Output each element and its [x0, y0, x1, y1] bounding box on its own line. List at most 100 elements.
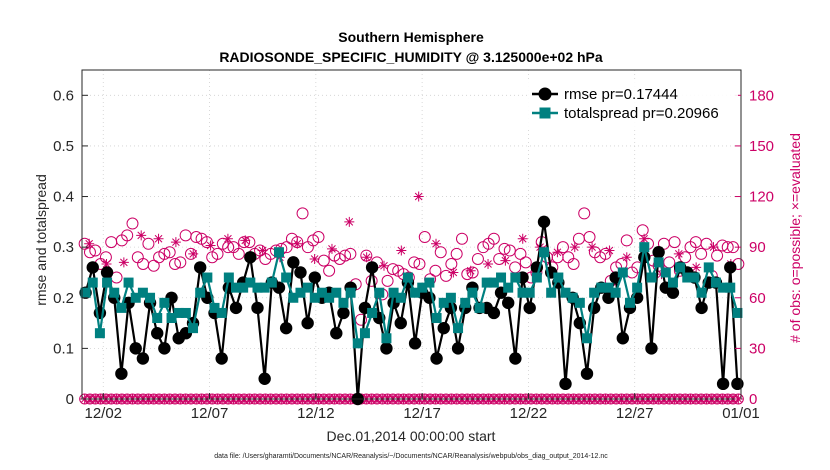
totalspread-point — [109, 287, 120, 298]
obs-possible-marker — [636, 224, 649, 237]
rmse-point — [115, 367, 128, 380]
x-tick-label: 12/07 — [191, 405, 229, 422]
rmse-point — [559, 377, 572, 391]
obs-possible-marker — [126, 217, 139, 230]
y-tick-label: 0.5 — [53, 138, 74, 155]
totalspread-point — [231, 282, 242, 293]
x-axis-label: Dec.01,2014 00:00:00 start — [327, 428, 496, 444]
rmse-point — [244, 251, 257, 264]
x-tick-label: 12/22 — [510, 405, 548, 422]
obs-evaluated-marker — [569, 242, 580, 253]
obs-possible-marker — [381, 274, 394, 287]
totalspread-point — [460, 297, 471, 308]
y-axis-right: 0 30 60 90 120 150 180 — [735, 87, 774, 408]
totalspread-point — [438, 297, 449, 308]
totalspread-point — [102, 277, 113, 288]
obs-possible-marker — [418, 231, 431, 244]
obs-possible-marker — [280, 241, 293, 254]
legend-spread-marker — [539, 107, 551, 119]
legend-box — [528, 80, 738, 128]
obs-possible-marker — [323, 264, 336, 277]
rmse-point — [365, 261, 379, 274]
rmse-point — [258, 372, 271, 385]
y-axis-label: rmse and totalspread — [33, 174, 49, 306]
rmse-point — [451, 342, 465, 355]
obs-possible-marker — [83, 246, 96, 259]
x-tick-label: 12/02 — [84, 405, 122, 422]
obs-evaluated-marker — [517, 233, 528, 244]
obs-possible-marker — [200, 236, 213, 249]
totalspread-point — [624, 297, 635, 308]
rmse-point — [215, 352, 228, 365]
obs-possible-marker — [445, 258, 458, 271]
totalspread-point — [653, 257, 664, 268]
totalspread-point — [467, 287, 478, 298]
totalspread-point — [352, 338, 363, 349]
totalspread-point — [209, 302, 220, 313]
rmse-point — [580, 367, 594, 380]
obs-evaluated-marker — [621, 252, 632, 263]
totalspread-point — [539, 247, 550, 258]
rmse-point — [193, 261, 207, 274]
totalspread-point — [531, 272, 542, 283]
obs-possible-marker — [169, 258, 182, 271]
totalspread-point — [309, 292, 320, 303]
obs-possible-marker — [583, 231, 596, 244]
obs-evaluated-marker — [639, 233, 650, 244]
totalspread-point — [388, 287, 399, 298]
totalspread-point — [710, 277, 721, 288]
totalspread-point — [617, 267, 628, 278]
obs-possible-marker — [147, 259, 160, 272]
totalspread-point — [603, 282, 614, 293]
obs-possible-marker — [121, 229, 134, 242]
rmse-point — [430, 352, 443, 365]
obs-possible-marker — [514, 247, 527, 260]
obs-evaluated-marker — [222, 233, 233, 244]
obs-possible-marker — [450, 247, 463, 260]
y-tick-label: 0 — [66, 391, 74, 408]
totalspread-point — [367, 307, 378, 318]
totalspread-point — [331, 287, 342, 298]
obs-possible-marker — [455, 232, 468, 245]
obs-evaluated-marker — [361, 252, 372, 263]
totalspread-point — [202, 272, 213, 283]
obs-possible-marker — [700, 237, 713, 250]
totalspread-point — [689, 272, 700, 283]
totalspread-point — [94, 328, 105, 339]
rmse-point — [380, 342, 393, 355]
obs-possible-marker — [408, 256, 421, 269]
chart-subtitle: RADIOSONDE_SPECIFIC_HUMIDITY @ 3.125000e… — [219, 49, 603, 65]
rmse-point — [502, 296, 515, 310]
y-axis-left: 0 0.1 0.2 0.3 0.4 0.5 0.6 — [53, 87, 88, 408]
obs-possible-marker — [190, 231, 203, 244]
obs-possible-marker — [599, 247, 612, 260]
totalspread-point — [410, 287, 421, 298]
obs-possible-marker — [110, 271, 123, 284]
obs-possible-marker — [174, 256, 187, 269]
y-tick-label: 0.4 — [53, 189, 74, 206]
rmse-point — [308, 271, 321, 284]
totalspread-point — [567, 292, 578, 303]
x-tick-label: 12/12 — [297, 405, 335, 422]
totalspread-point — [345, 287, 356, 298]
obs-evaluated-marker — [257, 245, 268, 256]
obs-evaluated-marker — [500, 255, 511, 266]
totalspread-point — [302, 282, 313, 293]
obs-possible-marker — [556, 241, 569, 254]
rmse-point — [151, 327, 164, 340]
obs-evaluated-marker — [170, 237, 181, 248]
obs-possible-marker — [519, 256, 532, 269]
obs-evaluated-marker — [101, 259, 112, 270]
totalspread-point — [496, 272, 507, 283]
rmse-point — [652, 246, 665, 259]
totalspread-point — [574, 297, 585, 308]
totalspread-point — [481, 277, 492, 288]
totalspread-point — [145, 292, 156, 303]
obs-possible-marker — [158, 247, 171, 260]
totalspread-point — [639, 242, 650, 253]
rmse-point — [408, 337, 422, 350]
obs-possible-marker — [620, 234, 633, 247]
obs-evaluated-marker — [587, 242, 598, 253]
totalspread-point — [381, 333, 392, 344]
totalspread-point — [395, 292, 406, 303]
